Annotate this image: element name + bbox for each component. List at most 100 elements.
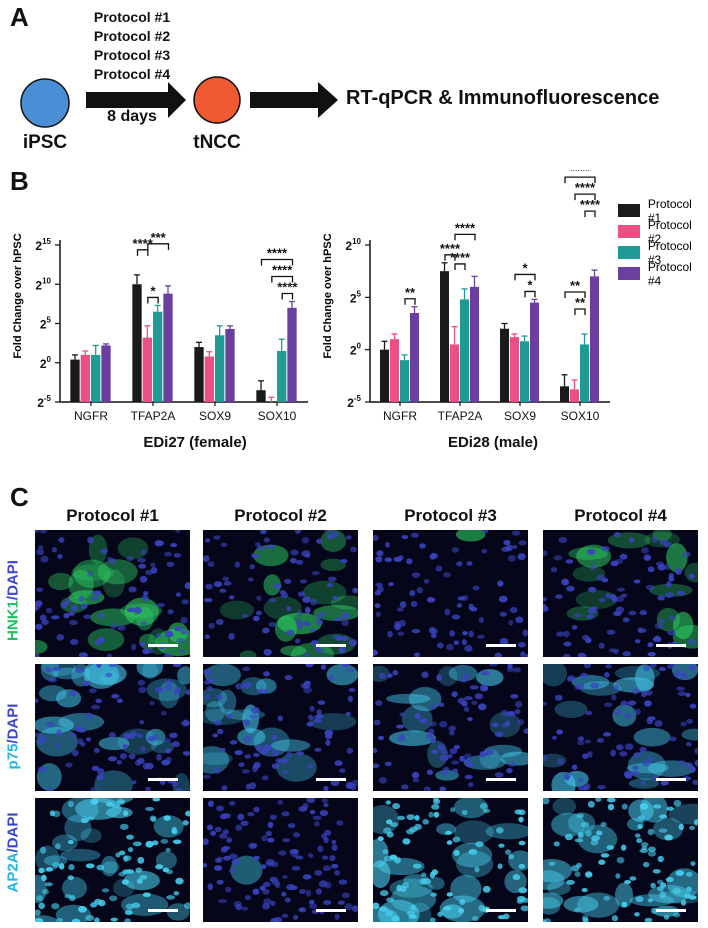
legend-swatch	[618, 267, 640, 280]
bar	[570, 389, 579, 402]
x-tick-label: TFAP2A	[131, 409, 176, 423]
row-marker: AP2A	[4, 852, 22, 893]
significance-label: **	[570, 278, 581, 293]
legend-label: Protocol #1	[647, 196, 692, 225]
duration-label: 8 days	[107, 108, 157, 125]
micrograph-image	[35, 798, 190, 922]
row-counterstain: /DAPI	[4, 703, 22, 744]
bar	[194, 347, 204, 402]
bar	[460, 299, 469, 402]
significance-label: ****	[450, 250, 471, 265]
significance-bracket	[147, 243, 170, 250]
row-counterstain: /DAPI	[4, 812, 22, 853]
micrograph-image	[373, 798, 528, 922]
legend-label: Protocol #4	[647, 259, 692, 288]
significance-bracket	[404, 298, 416, 305]
significance-bracket	[564, 176, 596, 184]
y-tick-label: 210	[35, 276, 51, 292]
x-tick-label: NGFR	[74, 409, 108, 423]
legend-swatch	[618, 225, 640, 238]
scale-bar	[148, 778, 178, 781]
legend-swatch	[618, 204, 640, 217]
micrograph-image	[543, 530, 698, 657]
left-chart-title: EDi27 (female)	[143, 434, 247, 451]
y-tick-label: 25	[350, 289, 362, 305]
workflow-diagram	[20, 76, 338, 128]
micrograph-image	[543, 664, 698, 791]
x-tick-label: SOX9	[504, 409, 536, 423]
tncc-label: tNCC	[193, 132, 241, 153]
x-tick-label: SOX9	[199, 409, 231, 423]
panel-a-letter: A	[10, 2, 29, 32]
significance-bracket	[574, 193, 596, 201]
micrograph-tile	[543, 530, 698, 657]
significance-bracket	[514, 273, 536, 281]
bar	[101, 345, 111, 402]
panel-b-letter: B	[10, 166, 29, 196]
significance-bracket	[281, 292, 294, 300]
micrograph-image	[35, 530, 190, 657]
micrograph-tile	[203, 530, 358, 657]
bar	[450, 344, 459, 402]
legend: Protocol #1 Protocol #2 Protocol #3 Prot…	[618, 196, 708, 288]
significance-bracket	[454, 233, 476, 241]
bar	[91, 354, 101, 402]
bar	[580, 344, 589, 402]
significance-label: ****	[272, 263, 293, 278]
scale-bar	[316, 909, 346, 912]
scale-bar	[486, 909, 516, 912]
y-tick-label: 25	[40, 316, 52, 332]
bar	[142, 337, 152, 402]
significance-label: ****	[440, 241, 461, 256]
micrograph-tile	[373, 798, 528, 922]
significance-label: ****	[575, 180, 596, 195]
significance-bracket	[136, 249, 149, 256]
scale-bar	[316, 644, 346, 647]
significance-label: *	[522, 260, 528, 275]
significance-bracket	[444, 254, 456, 261]
significance-label: ****	[580, 197, 601, 212]
bar	[215, 335, 225, 402]
significance-label: ****	[455, 220, 476, 235]
panel-c-letter: C	[10, 482, 29, 512]
legend-entry: Protocol #3	[618, 239, 708, 267]
bar	[163, 293, 173, 402]
scale-bar	[656, 909, 686, 912]
y-tick-label: 2-5	[347, 394, 361, 410]
bar	[390, 339, 399, 402]
bar	[440, 271, 449, 402]
protocol-list: Protocol #1 Protocol #2 Protocol #3 Prot…	[82, 8, 182, 84]
bar	[470, 286, 479, 402]
protocol-list-item: Protocol #2	[93, 28, 171, 44]
scale-bar	[656, 778, 686, 781]
significance-bracket	[454, 263, 466, 270]
legend-swatch	[618, 246, 640, 259]
y-tick-label: 20	[350, 342, 362, 358]
readout-label: RT-qPCR & Immunofluorescence	[346, 87, 660, 109]
legend-entry: Protocol #2	[618, 218, 708, 246]
significance-label: ***	[151, 230, 167, 245]
significance-label: ****	[570, 170, 591, 178]
bar	[530, 302, 539, 402]
bar	[410, 313, 419, 402]
bar	[277, 350, 287, 402]
micrograph-tile	[35, 530, 190, 657]
legend-entry: Protocol #4	[618, 260, 708, 288]
significance-bracket	[260, 258, 294, 266]
significance-bracket	[564, 291, 586, 298]
row-label-ap2a: AP2A/DAPI	[5, 778, 22, 928]
row-marker: p75	[4, 743, 22, 770]
bar	[132, 284, 142, 402]
arrow-8-days	[86, 82, 186, 118]
y-tick-label: 2-5	[37, 394, 51, 410]
left-chart-ylabel: Fold Change over hPSC	[12, 233, 24, 359]
significance-bracket	[524, 290, 536, 298]
bar	[400, 360, 409, 402]
significance-label: ****	[277, 280, 298, 295]
bar	[287, 307, 297, 402]
micrograph-tile	[35, 798, 190, 922]
bar	[153, 311, 163, 402]
micrograph-image	[203, 530, 358, 657]
micrograph-tile	[543, 798, 698, 922]
